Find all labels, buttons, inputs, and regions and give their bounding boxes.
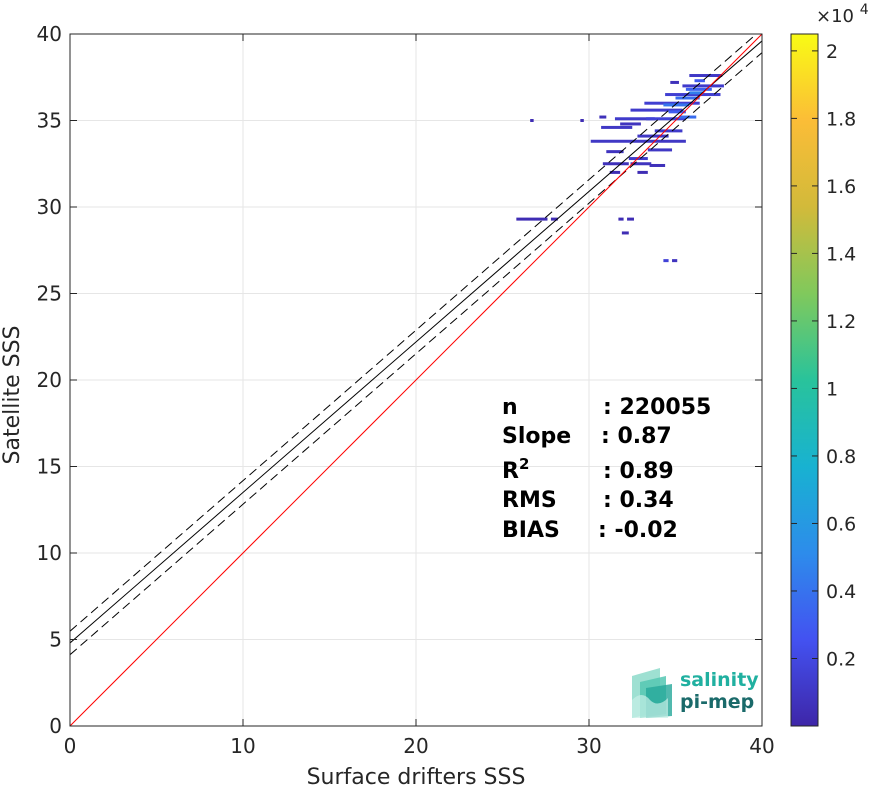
density-cell-25 xyxy=(606,150,624,154)
density-cell-26 xyxy=(628,157,648,161)
fit-bound-line-0 xyxy=(70,34,758,632)
y-tick-label-7: 35 xyxy=(37,109,62,133)
x-axis-ticks: 0 10 20 30 40 xyxy=(64,34,775,758)
colorbar xyxy=(790,33,819,727)
salinity-pimep-logo: salinity pi-mep xyxy=(632,668,759,718)
colorbar-tick-label-4: 1 xyxy=(826,378,838,400)
density-cell-8 xyxy=(580,119,584,122)
density-cell-33 xyxy=(675,96,700,100)
x-axis-label: Surface drifters SSS xyxy=(307,765,526,788)
stat-value-1: : 0.87 xyxy=(601,424,672,449)
colorbar-multiplier-exponent: 4 xyxy=(860,2,869,18)
colorbar-tick-label-2: 0.6 xyxy=(826,513,856,535)
density-cell-11 xyxy=(601,125,633,129)
density-cell-29 xyxy=(649,163,666,167)
y-tick-label-1: 5 xyxy=(49,628,62,652)
y-tick-label-2: 10 xyxy=(37,541,62,565)
colorbar-tick-label-5: 1.2 xyxy=(826,311,856,333)
density-cell-9 xyxy=(599,115,607,119)
density-cell-16 xyxy=(682,84,724,88)
density-cell-17 xyxy=(689,74,723,78)
density-cell-28 xyxy=(630,162,652,166)
y-tick-label-5: 25 xyxy=(37,282,62,306)
y-tick-label-8: 40 xyxy=(37,22,62,46)
density-cell-7 xyxy=(530,119,534,122)
density-cell-32 xyxy=(663,103,690,107)
x-tick-label-0: 0 xyxy=(64,734,77,758)
density-cell-14 xyxy=(644,101,700,105)
density-cell-24 xyxy=(647,148,673,152)
stat-label-3: RMS xyxy=(502,488,557,513)
density-cell-15 xyxy=(665,93,721,97)
colorbar-ticks: 0.2 0.4 0.6 0.8 1 1.2 1.4 1.6 1.8 2 xyxy=(791,41,856,670)
colorbar-tick-label-1: 0.4 xyxy=(826,581,856,603)
density-cell-38 xyxy=(689,91,704,95)
y-tick-label-4: 20 xyxy=(37,368,62,392)
density-cell-1 xyxy=(550,217,558,221)
logo-waves-icon xyxy=(632,668,672,718)
x-tick-label-4: 40 xyxy=(749,734,774,758)
density-cell-4 xyxy=(621,231,629,235)
density-cell-23 xyxy=(633,139,686,143)
y-tick-label-0: 0 xyxy=(49,714,62,738)
stat-label-4: BIAS xyxy=(502,518,560,543)
colorbar-tick-label-8: 1.8 xyxy=(826,108,856,130)
density-cell-19 xyxy=(646,117,686,121)
density-cell-27 xyxy=(602,162,629,166)
colorbar-tick-label-7: 1.6 xyxy=(826,176,856,198)
x-tick-label-1: 10 xyxy=(230,734,255,758)
density-cell-37 xyxy=(694,79,705,83)
logo-line2: pi-mep xyxy=(680,691,754,713)
identity-line xyxy=(70,34,762,726)
density-cell-0 xyxy=(516,217,548,221)
colorbar-tick-label-9: 2 xyxy=(826,41,838,63)
y-tick-label-6: 30 xyxy=(37,195,62,219)
stat-label-1: Slope xyxy=(502,424,571,449)
y-tick-label-3: 15 xyxy=(37,455,62,479)
fit-line xyxy=(70,40,762,644)
density-cell-10 xyxy=(614,117,655,121)
density-cell-18 xyxy=(670,80,679,84)
density-cell-6 xyxy=(672,259,678,263)
colorbar-tick-label-0: 0.2 xyxy=(826,648,856,670)
colorbar-multiplier: ×10 4 xyxy=(816,2,869,27)
y-axis-label: Satellite SSS xyxy=(0,326,25,465)
density-cell-3 xyxy=(627,217,634,221)
density-cell-2 xyxy=(618,217,624,221)
stat-value-3: : 0.34 xyxy=(603,488,674,513)
density-cell-34 xyxy=(685,87,712,91)
density-cell-13 xyxy=(630,108,683,112)
stat-value-2: : 0.89 xyxy=(603,459,674,484)
fit-bound-line-1 xyxy=(70,52,762,656)
colorbar-tick-label-6: 1.4 xyxy=(826,243,856,265)
logo-line1: salinity xyxy=(680,669,759,691)
density-cell-36 xyxy=(668,110,686,114)
x-tick-label-3: 30 xyxy=(576,734,601,758)
x-tick-label-2: 20 xyxy=(403,734,428,758)
y-axis-ticks: 0 5 10 15 20 25 30 35 40 xyxy=(37,22,762,738)
density-cell-12 xyxy=(620,122,641,126)
colorbar-tick-label-3: 0.8 xyxy=(826,446,856,468)
stat-label-0: n xyxy=(502,395,518,420)
stat-value-4: : -0.02 xyxy=(598,518,678,543)
colorbar-multiplier-base: ×10 xyxy=(816,6,854,27)
regression-lines xyxy=(70,34,762,726)
stat-label-sup-2: 2 xyxy=(519,455,529,473)
density-cell-31 xyxy=(637,170,648,174)
density-cell-5 xyxy=(663,259,669,263)
density-cell-20 xyxy=(654,129,683,133)
stat-value-0: : 220055 xyxy=(603,395,711,420)
density-cell-30 xyxy=(609,170,621,174)
density-cell-22 xyxy=(590,139,634,143)
